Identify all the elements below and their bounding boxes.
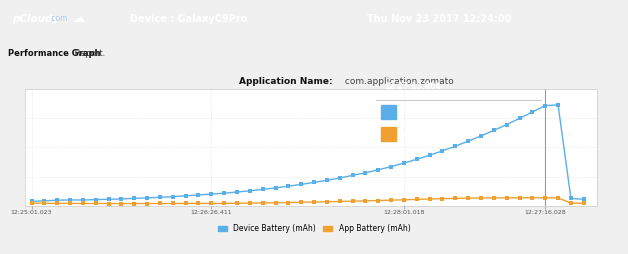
Text: ☁: ☁: [72, 12, 85, 25]
Text: com.application.zomato: com.application.zomato: [342, 77, 454, 86]
Text: Device Battery (mAh): Device Battery (mAh): [401, 109, 473, 115]
Text: Report.: Report.: [72, 49, 106, 58]
Bar: [381, 105, 396, 119]
Text: Device : GalaxyC9Pro: Device : GalaxyC9Pro: [130, 14, 247, 24]
Text: 33.3: 33.3: [514, 109, 529, 115]
Text: 12:27:13.804: 12:27:13.804: [384, 82, 441, 91]
Text: 2.68: 2.68: [514, 131, 529, 137]
Text: Thu Nov 23 2017 12:24:00: Thu Nov 23 2017 12:24:00: [367, 14, 512, 24]
Text: Performance Graph: Performance Graph: [8, 49, 100, 58]
Text: .com: .com: [49, 14, 67, 23]
Legend: Device Battery (mAh), App Battery (mAh): Device Battery (mAh), App Battery (mAh): [215, 221, 413, 236]
Text: Application Name:: Application Name:: [239, 77, 332, 86]
Text: pCloudy: pCloudy: [13, 14, 60, 24]
Bar: [381, 127, 396, 141]
Text: App Battery (mAh): App Battery (mAh): [401, 131, 463, 137]
